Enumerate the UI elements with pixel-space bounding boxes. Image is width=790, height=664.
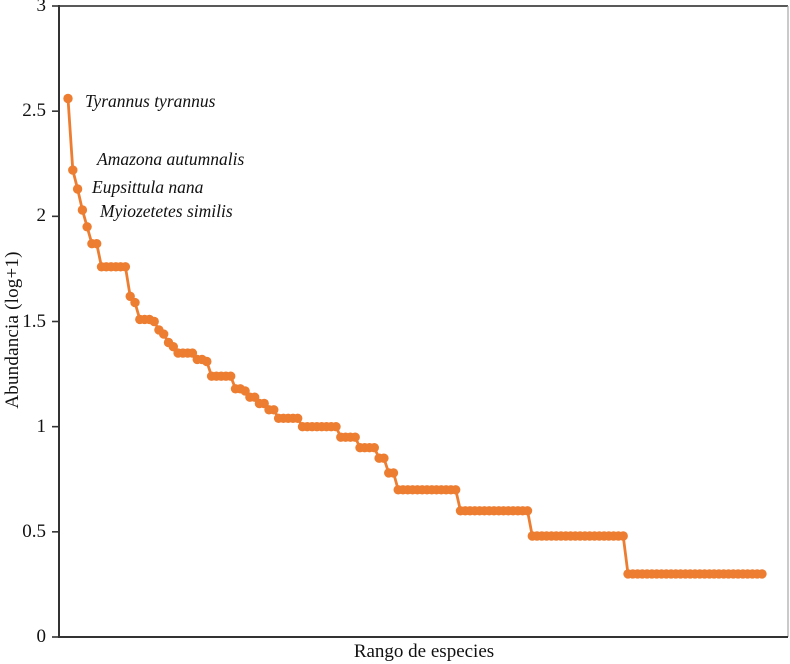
x-axis-title: Rango de especies — [353, 641, 495, 662]
y-axis-title: Abundancia (log+1) — [2, 251, 23, 409]
